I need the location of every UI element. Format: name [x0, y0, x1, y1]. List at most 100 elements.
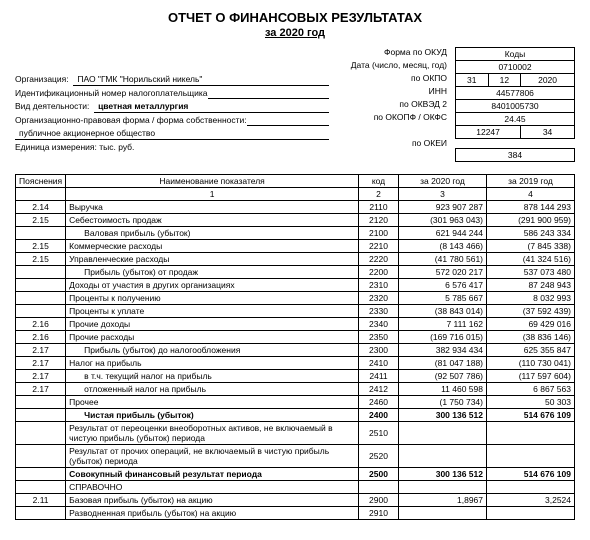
cell-name: Валовая прибыль (убыток): [66, 227, 359, 240]
cell-pos: 2.15: [16, 253, 66, 266]
cell-name: Доходы от участия в других организациях: [66, 279, 359, 292]
cell-y1: 11 460 598: [399, 383, 487, 396]
cell-y2: 8 032 993: [487, 292, 575, 305]
cell-pos: [16, 396, 66, 409]
col-n2: 2: [359, 188, 399, 201]
cell-pos: [16, 305, 66, 318]
cell-y1: (38 843 014): [399, 305, 487, 318]
col-name: Наименование показателя: [66, 175, 359, 188]
cell-code: 2330: [359, 305, 399, 318]
cell-pos: 2.15: [16, 214, 66, 227]
code-okopf: 12247: [456, 126, 521, 139]
code-date-d: 31: [456, 74, 489, 87]
table-row: 2.17Налог на прибыль2410(81 047 188)(110…: [16, 357, 575, 370]
cell-code: 2350: [359, 331, 399, 344]
cell-y2: [487, 481, 575, 494]
cell-y1: [399, 507, 487, 520]
cell-y2: 514 676 109: [487, 409, 575, 422]
cell-code: 2520: [359, 445, 399, 468]
cell-y2: 586 243 334: [487, 227, 575, 240]
cell-pos: 2.17: [16, 357, 66, 370]
cell-y2: 537 073 480: [487, 266, 575, 279]
cell-y1: 6 576 417: [399, 279, 487, 292]
cell-y1: 300 136 512: [399, 409, 487, 422]
table-row: Прочее2460(1 750 734)50 303: [16, 396, 575, 409]
cell-code: 2410: [359, 357, 399, 370]
date-label: Дата (число, месяц, год): [337, 60, 447, 73]
cell-name: Базовая прибыль (убыток) на акцию: [66, 494, 359, 507]
cell-code: 2300: [359, 344, 399, 357]
cell-y1: [399, 422, 487, 445]
header-left: Организация: ПАО "ГМК "Норильский никель…: [15, 47, 329, 162]
code-date-m: 12: [488, 74, 521, 87]
cell-code: 2910: [359, 507, 399, 520]
report-subtitle: за 2020 год: [15, 27, 575, 39]
cell-y1: 7 111 162: [399, 318, 487, 331]
table-row: 2.11Базовая прибыль (убыток) на акцию290…: [16, 494, 575, 507]
cell-y2: (38 836 146): [487, 331, 575, 344]
header-right: Коды 0710002 31 12 2020 44577806 8401005…: [455, 47, 575, 162]
table-row: Результат от прочих операций, не включае…: [16, 445, 575, 468]
cell-y1: (41 780 561): [399, 253, 487, 266]
code-inn: 8401005730: [456, 100, 575, 113]
okpo-label: по ОКПО: [337, 73, 447, 86]
table-row: Прибыль (убыток) от продаж2200572 020 21…: [16, 266, 575, 279]
col-y2: за 2019 год: [487, 175, 575, 188]
cell-code: 2900: [359, 494, 399, 507]
cell-y2: (291 900 959): [487, 214, 575, 227]
cell-name: Прочие расходы: [66, 331, 359, 344]
cell-y1: (8 143 466): [399, 240, 487, 253]
cell-code: 2310: [359, 279, 399, 292]
cell-y1: 5 785 667: [399, 292, 487, 305]
cell-name: Выручка: [66, 201, 359, 214]
cell-pos: 2.15: [16, 240, 66, 253]
col-y1: за 2020 год: [399, 175, 487, 188]
col-pos: Пояснения: [16, 175, 66, 188]
cell-y1: (301 963 043): [399, 214, 487, 227]
cell-name: Налог на прибыль: [66, 357, 359, 370]
cell-name: Коммерческие расходы: [66, 240, 359, 253]
okud-label: Форма по ОКУД: [337, 47, 447, 60]
table-row: Проценты к получению23205 785 6678 032 9…: [16, 292, 575, 305]
cell-pos: [16, 292, 66, 305]
okved-label: по ОКВЭД 2: [337, 99, 447, 112]
cell-name: Результат от прочих операций, не включае…: [66, 445, 359, 468]
table-row: 2.15Себестоимость продаж2120(301 963 043…: [16, 214, 575, 227]
cell-pos: 2.17: [16, 383, 66, 396]
cell-code: 2412: [359, 383, 399, 396]
codes-head: Коды: [456, 48, 575, 61]
cell-code: 2110: [359, 201, 399, 214]
cell-pos: [16, 468, 66, 481]
cell-name: СПРАВОЧНО: [66, 481, 359, 494]
table-row: 2.17в т.ч. текущий налог на прибыль2411(…: [16, 370, 575, 383]
cell-pos: [16, 507, 66, 520]
main-table: Пояснения Наименование показателя код за…: [15, 174, 575, 520]
inn-label: Идентификационный номер налогоплательщик…: [15, 87, 208, 99]
cell-code: [359, 481, 399, 494]
table-row: 2.16Прочие доходы23407 111 16269 429 016: [16, 318, 575, 331]
cell-y2: 6 867 563: [487, 383, 575, 396]
cell-pos: [16, 409, 66, 422]
cell-y1: (81 047 188): [399, 357, 487, 370]
cell-name: Себестоимость продаж: [66, 214, 359, 227]
cell-y2: (7 845 338): [487, 240, 575, 253]
table-row: Результат от переоценки внеоборотных акт…: [16, 422, 575, 445]
cell-code: 2400: [359, 409, 399, 422]
cell-pos: [16, 266, 66, 279]
cell-y2: 50 303: [487, 396, 575, 409]
code-okved: 24.45: [456, 113, 575, 126]
cell-y1: 382 934 434: [399, 344, 487, 357]
report-title: ОТЧЕТ О ФИНАНСОВЫХ РЕЗУЛЬТАТАХ: [15, 10, 575, 25]
cell-y2: (37 592 439): [487, 305, 575, 318]
table-row: 2.17Прибыль (убыток) до налогообложения2…: [16, 344, 575, 357]
table-row: Проценты к уплате2330(38 843 014)(37 592…: [16, 305, 575, 318]
cell-y1: [399, 445, 487, 468]
table-row: 2.15Управленческие расходы2220(41 780 56…: [16, 253, 575, 266]
table-row: Доходы от участия в других организациях2…: [16, 279, 575, 292]
inn-mid-label: ИНН: [337, 86, 447, 99]
code-okfs: 34: [521, 126, 575, 139]
cell-y2: (117 597 604): [487, 370, 575, 383]
table-row: 2.17отложенный налог на прибыль241211 46…: [16, 383, 575, 396]
table-row: Совокупный финансовый результат периода2…: [16, 468, 575, 481]
cell-code: 2320: [359, 292, 399, 305]
